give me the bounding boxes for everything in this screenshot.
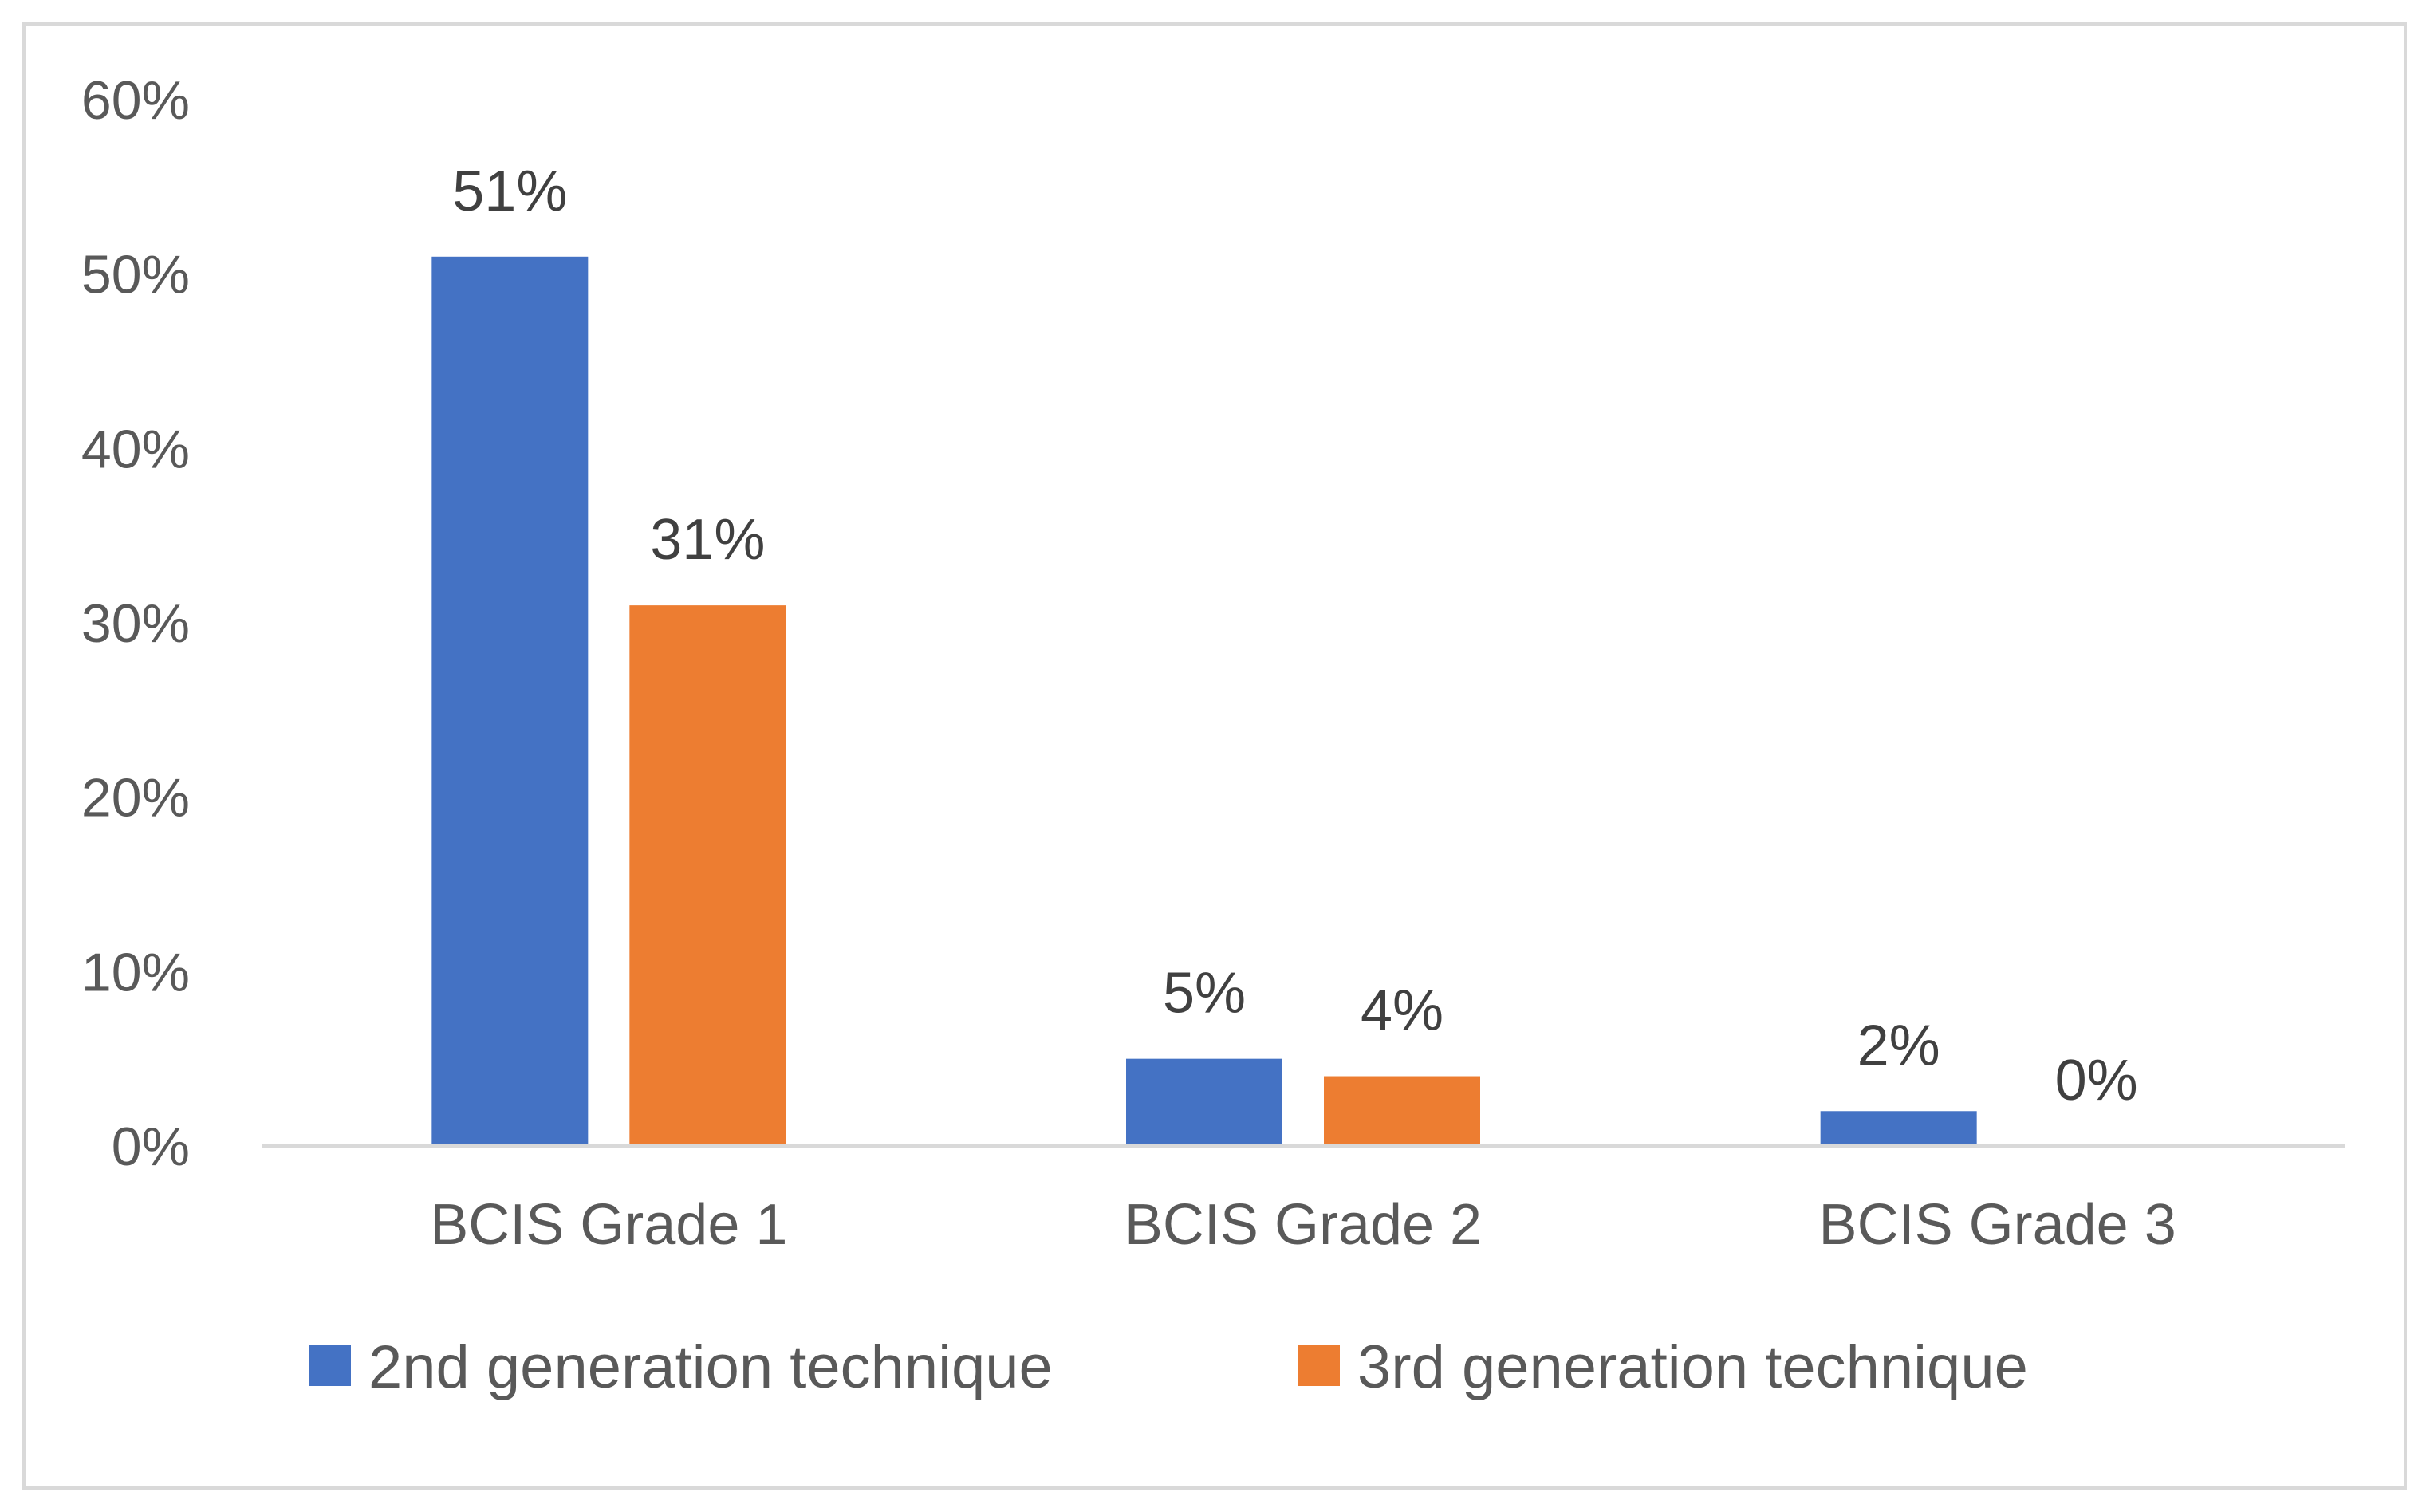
legend-item: 3rd generation technique [1298,1333,2028,1401]
bar-series-1 [1820,1111,1977,1146]
bar-data-label: 4% [1361,979,1443,1043]
y-tick-label: 40% [81,419,190,479]
x-category-label: BCIS Grade 2 [1124,1193,1482,1257]
y-tick-label: 60% [81,70,190,131]
legend: 2nd generation technique 3rd generation t… [309,1333,2028,1401]
x-axis-category-labels: BCIS Grade 1 BCIS Grade 2 BCIS Grade 3 [430,1193,2176,1257]
y-axis-tick-labels: 0% 10% 20% 30% 40% 50% 60% [81,70,190,1177]
bar-series-2 [629,605,786,1146]
legend-label: 3rd generation technique [1357,1333,2028,1401]
bar-series-1 [431,256,589,1146]
bar-data-label: 2% [1857,1014,1940,1077]
bar-group [431,256,1977,1146]
bar-data-label: 0% [2055,1049,2138,1112]
y-tick-label: 0% [112,1116,190,1177]
chart-frame [22,22,2407,1490]
bar-data-label: 31% [650,508,765,572]
bar-data-label: 5% [1163,962,1246,1026]
x-category-label: BCIS Grade 1 [430,1193,787,1257]
legend-label: 2nd generation technique [368,1333,1053,1401]
legend-swatch [309,1345,351,1386]
y-tick-label: 50% [81,245,190,305]
y-tick-label: 10% [81,942,190,1002]
y-tick-label: 20% [81,768,190,829]
x-category-label: BCIS Grade 3 [1819,1193,2176,1257]
bar-series-2 [1324,1076,1480,1146]
bar-data-label: 51% [452,159,567,223]
data-labels: 51% 31% 5% 4% 2% 0% [452,159,2137,1112]
y-tick-label: 30% [81,593,190,654]
bar-series-1 [1126,1058,1282,1146]
legend-swatch [1298,1345,1340,1386]
legend-item: 2nd generation technique [309,1333,1053,1401]
